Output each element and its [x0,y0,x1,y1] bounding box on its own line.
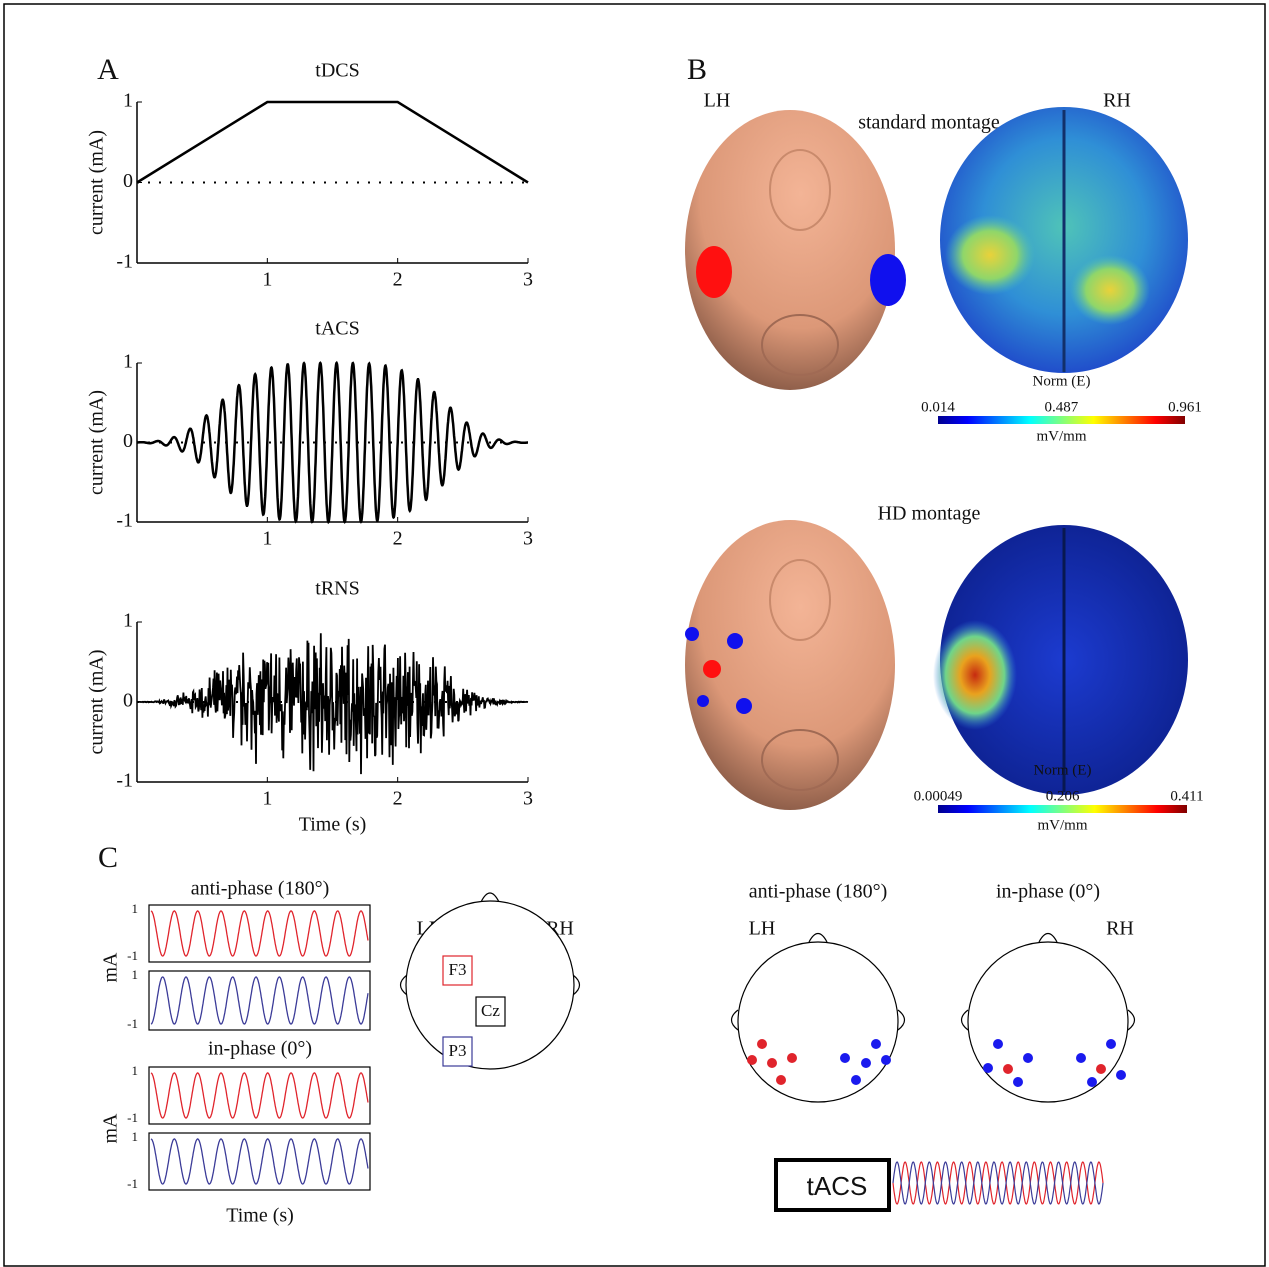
y-tick-label: 1 [132,1063,139,1078]
colorbar-unit: mV/mm [1037,817,1087,833]
device-wave [893,1162,1103,1204]
chart-title: tRNS [315,578,359,600]
x-tick-label: 2 [393,788,403,810]
hemisphere-label: RH [1106,918,1134,940]
y-axis-label: current (mA) [86,390,108,495]
hemisphere-label: RH [1103,90,1131,112]
device-label: tACS [807,1171,868,1201]
montage-title: in-phase (0°) [996,881,1100,903]
electrode-label: Cz [481,1001,500,1020]
panel-label: C [98,841,118,874]
y-tick-label: -1 [116,251,133,273]
x-tick-label: 1 [262,528,272,550]
colorbar-tick-label: 0.487 [1044,399,1078,415]
sine-wave [151,977,368,1024]
colorbar-title: Norm (E) [1034,762,1092,778]
head-standard [685,110,906,390]
y-axis-label: current (mA) [86,130,108,235]
head-hd [685,520,895,810]
chart-title: tDCS [315,60,359,82]
montage-title: standard montage [858,112,1000,134]
x-tick-label: 3 [523,788,533,810]
x-tick-label: 3 [523,269,533,291]
hemisphere-label: LH [704,90,731,112]
y-tick-label: -1 [127,948,138,963]
colorbar [938,416,1185,424]
waveform [137,102,528,183]
y-tick-label: 1 [123,610,133,632]
sine-wave [151,911,368,956]
y-tick-label: -1 [116,510,133,532]
plot-box [149,1067,370,1124]
chart-title: tACS [315,318,359,340]
x-tick-label: 3 [523,528,533,550]
y-tick-label: -1 [127,1176,138,1191]
sine-wave [151,1139,368,1184]
waveform [137,363,528,522]
montage-heads [732,934,1135,1103]
montage-title: anti-phase (180°) [749,881,888,903]
y-tick-label: 0 [123,170,133,192]
x-axis-label: Time (s) [299,814,367,836]
plot-title: anti-phase (180°) [191,878,330,900]
x-tick-label: 2 [393,528,403,550]
x-tick-label: 2 [393,269,403,291]
y-axis-label: current (mA) [86,650,108,755]
plot-box [149,905,370,962]
electrode-label: F3 [449,960,467,979]
waveform [137,633,528,774]
hemisphere-label: LH [749,918,776,940]
figure: A B C LH RH standard montage HD montage … [0,0,1269,1267]
panel-label: A [97,53,119,86]
sine-wave [151,1073,368,1118]
plot-box [149,971,370,1030]
x-tick-label: 1 [262,269,272,291]
y-tick-label: -1 [127,1016,138,1031]
y-tick-label: 0 [123,430,133,452]
x-tick-label: 1 [262,788,272,810]
colorbar-title: Norm (E) [1033,373,1091,389]
plot-title: in-phase (0°) [208,1038,312,1060]
colorbar-tick-label: 0.411 [1170,788,1203,804]
colorbar-tick-label: 0.00049 [914,788,963,804]
y-tick-label: 1 [132,1129,139,1144]
colorbar-tick-label: 0.206 [1046,788,1080,804]
device-sine [893,1162,1103,1204]
colorbar-tick-label: 0.014 [921,399,955,415]
plot-box [149,1133,370,1190]
colorbar [938,805,1187,813]
y-tick-label: -1 [127,1110,138,1125]
y-tick-label: 0 [123,690,133,712]
electrode-label: P3 [449,1041,467,1060]
y-tick-label: 1 [123,90,133,112]
y-axis-label: mA [100,952,122,983]
brain-standard [940,107,1188,373]
y-tick-label: 1 [132,967,139,982]
colorbar-unit: mV/mm [1036,428,1086,444]
panel-label: B [687,53,707,86]
colorbar-tick-label: 0.961 [1168,399,1202,415]
y-axis-label: mA [100,1113,122,1144]
montage-title: HD montage [878,503,981,525]
y-tick-label: 1 [132,901,139,916]
x-axis-label: Time (s) [226,1205,294,1227]
y-tick-label: 1 [123,351,133,373]
brain-hd [933,525,1188,795]
y-tick-label: -1 [116,770,133,792]
